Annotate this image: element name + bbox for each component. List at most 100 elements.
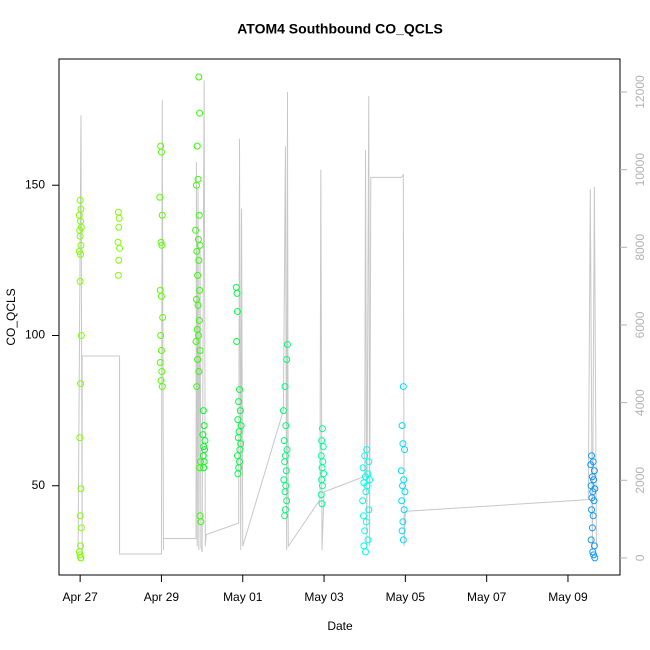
point bbox=[77, 485, 85, 493]
point bbox=[283, 340, 291, 348]
x-tick-label: May 09 bbox=[548, 590, 588, 604]
y2-tick-label: 6000 bbox=[633, 311, 647, 338]
point bbox=[362, 548, 370, 556]
point bbox=[157, 238, 165, 246]
point bbox=[281, 383, 289, 391]
point bbox=[114, 271, 122, 279]
point bbox=[283, 356, 291, 364]
y-tick-label: 150 bbox=[25, 177, 45, 191]
point bbox=[76, 512, 84, 520]
point bbox=[200, 464, 208, 472]
plot-frame bbox=[58, 58, 621, 576]
point bbox=[196, 241, 204, 249]
point bbox=[398, 422, 406, 430]
point bbox=[193, 247, 201, 255]
point bbox=[281, 512, 289, 520]
point bbox=[77, 380, 85, 388]
point bbox=[359, 464, 367, 472]
altitude-line bbox=[77, 80, 597, 555]
point bbox=[362, 518, 370, 526]
point bbox=[157, 347, 165, 355]
x-axis-label: Date bbox=[327, 619, 353, 633]
point bbox=[77, 250, 85, 258]
point bbox=[281, 458, 289, 466]
point bbox=[77, 524, 85, 532]
point bbox=[398, 527, 406, 535]
x-tick-label: May 07 bbox=[467, 590, 507, 604]
point bbox=[319, 443, 327, 451]
point bbox=[157, 148, 165, 156]
point bbox=[196, 109, 204, 117]
point bbox=[196, 464, 204, 472]
point bbox=[76, 196, 84, 204]
point bbox=[195, 368, 203, 376]
point bbox=[158, 211, 166, 219]
point bbox=[281, 488, 289, 496]
point bbox=[283, 497, 291, 505]
point bbox=[359, 512, 367, 520]
y2-tick-label: 12000 bbox=[633, 75, 647, 109]
point bbox=[194, 271, 202, 279]
point bbox=[399, 482, 407, 490]
point bbox=[399, 383, 407, 391]
point bbox=[235, 386, 243, 394]
point bbox=[197, 518, 205, 526]
point bbox=[587, 536, 595, 544]
point bbox=[157, 331, 165, 339]
point bbox=[156, 359, 164, 367]
point bbox=[588, 524, 596, 532]
point bbox=[76, 232, 84, 240]
point bbox=[235, 398, 243, 406]
point bbox=[399, 536, 407, 544]
point bbox=[280, 476, 288, 484]
point bbox=[318, 482, 326, 490]
point bbox=[236, 446, 244, 454]
point bbox=[159, 313, 167, 321]
point bbox=[234, 434, 242, 442]
point bbox=[192, 226, 200, 234]
point bbox=[76, 277, 84, 285]
y2-tick-label: 0 bbox=[633, 554, 647, 561]
point bbox=[158, 241, 166, 249]
point bbox=[233, 289, 241, 297]
point bbox=[318, 425, 326, 433]
point bbox=[236, 407, 244, 415]
point bbox=[363, 446, 371, 454]
point bbox=[76, 434, 84, 442]
point bbox=[366, 476, 374, 484]
point bbox=[194, 356, 202, 364]
point bbox=[195, 211, 203, 219]
point bbox=[199, 407, 207, 415]
point bbox=[200, 443, 208, 451]
point bbox=[587, 461, 595, 469]
y2-tick-label: 2000 bbox=[633, 467, 647, 494]
chart-title: ATOM4 Southbound CO_QCLS bbox=[237, 21, 443, 37]
point bbox=[115, 214, 123, 222]
point bbox=[115, 256, 123, 264]
point bbox=[193, 383, 201, 391]
point bbox=[158, 383, 166, 391]
point bbox=[156, 193, 164, 201]
point bbox=[318, 500, 326, 508]
y-tick-label: 50 bbox=[32, 478, 46, 492]
point bbox=[192, 337, 200, 345]
point bbox=[192, 181, 200, 189]
point bbox=[200, 422, 208, 430]
point bbox=[195, 256, 203, 264]
point bbox=[233, 452, 241, 460]
point bbox=[365, 506, 373, 514]
point bbox=[115, 223, 123, 231]
point bbox=[590, 467, 598, 475]
point bbox=[193, 142, 201, 150]
point bbox=[234, 470, 242, 478]
point bbox=[194, 301, 202, 309]
point bbox=[279, 407, 287, 415]
point bbox=[399, 518, 407, 526]
y2-tick-label: 10000 bbox=[633, 153, 647, 187]
y-tick-label: 100 bbox=[25, 328, 45, 342]
x-tick-label: May 03 bbox=[304, 590, 344, 604]
point bbox=[362, 488, 370, 496]
point bbox=[282, 422, 290, 430]
